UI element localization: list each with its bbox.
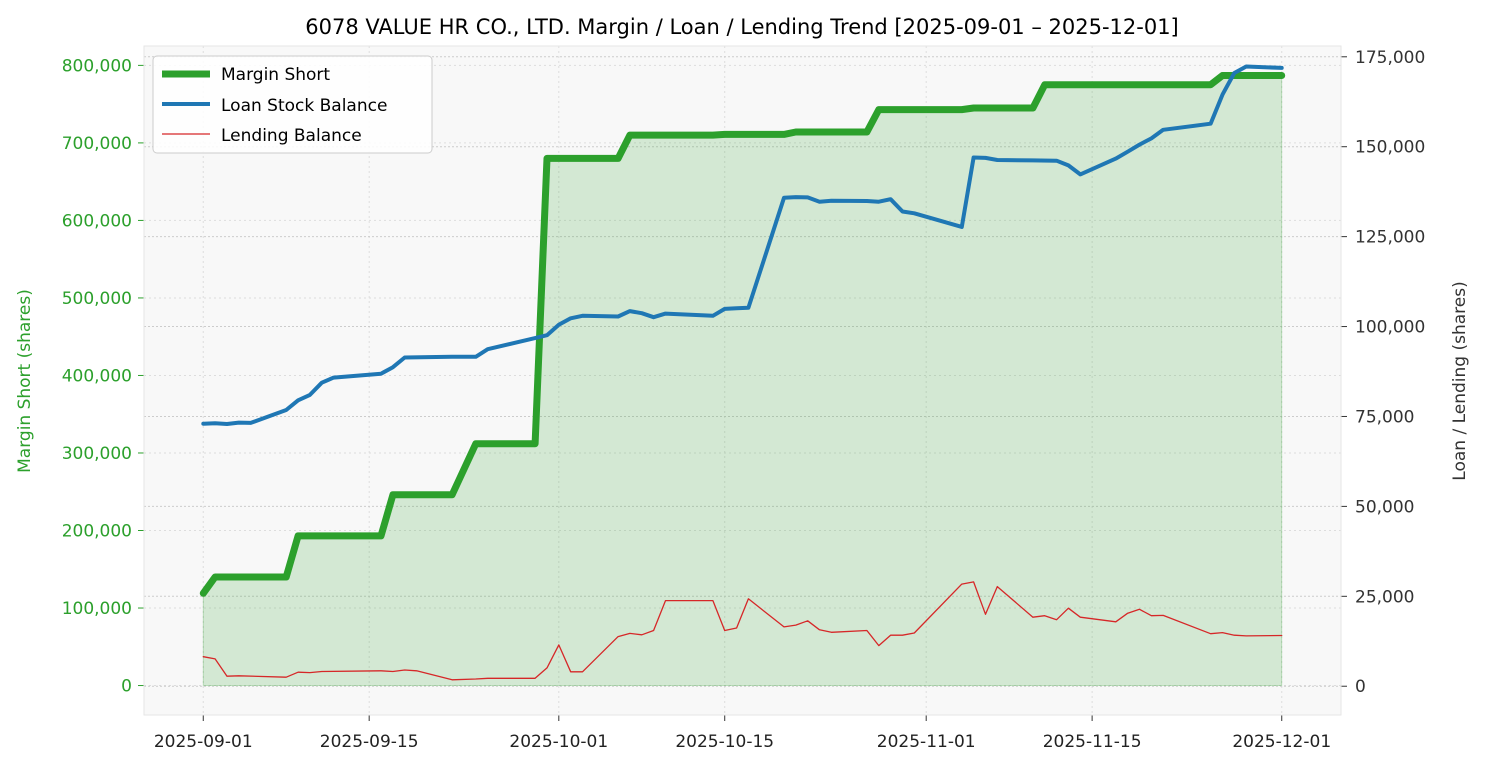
y-right-tick-label: 150,000: [1355, 138, 1425, 158]
y-left-tick-label: 200,000: [62, 522, 132, 542]
x-tick-label: 2025-09-01: [154, 732, 253, 752]
chart-title: 6078 VALUE HR CO., LTD. Margin / Loan / …: [305, 15, 1179, 39]
plot-area: [144, 46, 1341, 715]
y-left-tick-label: 700,000: [62, 134, 132, 154]
y-right-tick-label: 75,000: [1355, 407, 1414, 427]
grid-layer: [144, 46, 1341, 715]
series-line-margin-short: [199, 72, 1286, 597]
legend-label-lending-balance: Lending Balance: [221, 126, 362, 146]
series-line-loan-stock-balance: [201, 64, 1284, 426]
x-tick-label: 2025-12-01: [1232, 732, 1331, 752]
y-left-tick-label: 500,000: [62, 289, 132, 309]
y-left-tick-label: 800,000: [62, 56, 132, 76]
legend-label-margin-short: Margin Short: [221, 65, 330, 85]
y-axis-left-label: Margin Short (shares): [15, 289, 35, 473]
x-tick-label: 2025-11-15: [1043, 732, 1142, 752]
y-right-tick-label: 175,000: [1355, 48, 1425, 68]
series-line-lending-balance: [202, 581, 1283, 681]
y-right-tick-label: 25,000: [1355, 587, 1414, 607]
y-right-tick-label: 125,000: [1355, 228, 1425, 248]
axes-layer: 2025-09-01 2025-09-15 2025-10-01 2025-10-15…: [62, 45, 1425, 752]
series-layer: [199, 64, 1286, 681]
y-left-tick-label: 0: [121, 677, 132, 697]
x-tick-label: 2025-10-15: [675, 732, 774, 752]
y-left-tick-label: 400,000: [62, 366, 132, 386]
legend-label-loan-stock-balance: Loan Stock Balance: [221, 96, 387, 116]
y-axis-right-label: Loan / Lending (shares): [1450, 281, 1470, 480]
x-tick-label: 2025-10-01: [509, 732, 608, 752]
x-tick-label: 2025-11-01: [877, 732, 976, 752]
y-left-tick-label: 300,000: [62, 444, 132, 464]
y-right-tick-label: 50,000: [1355, 497, 1414, 517]
y-right-tick-label: 100,000: [1355, 318, 1425, 338]
y-right-tick-label: 0: [1355, 677, 1366, 697]
legend: Margin Short Loan Stock Balance Lending …: [152, 55, 433, 154]
x-tick-label: 2025-09-15: [320, 732, 419, 752]
legend-box: [152, 55, 433, 154]
y-left-tick-label: 600,000: [62, 211, 132, 231]
plot-frame: [143, 45, 1342, 716]
y-left-tick-label: 100,000: [62, 599, 132, 619]
